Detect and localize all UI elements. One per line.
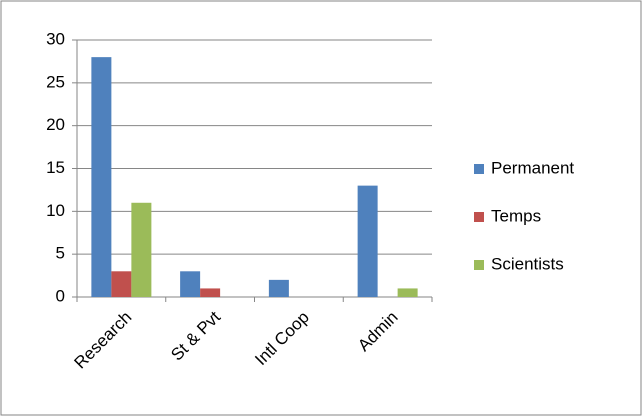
legend-label: Permanent bbox=[491, 158, 574, 177]
y-tick-label: 25 bbox=[46, 72, 65, 91]
y-tick-label: 10 bbox=[46, 201, 65, 220]
bar bbox=[91, 57, 112, 298]
y-tick-label: 0 bbox=[56, 286, 65, 305]
legend-swatch bbox=[474, 212, 484, 222]
legend-swatch bbox=[474, 164, 484, 174]
bar bbox=[180, 271, 201, 297]
bar bbox=[131, 202, 152, 297]
legend-label: Scientists bbox=[491, 254, 564, 273]
y-tick-label: 30 bbox=[46, 29, 65, 48]
bar bbox=[268, 279, 289, 297]
legend-label: Temps bbox=[491, 206, 541, 225]
y-tick-label: 20 bbox=[46, 115, 65, 134]
bar bbox=[397, 288, 418, 297]
y-tick-label: 15 bbox=[46, 158, 65, 177]
bar bbox=[200, 288, 221, 297]
y-tick-label: 5 bbox=[56, 244, 65, 263]
legend-swatch bbox=[474, 260, 484, 270]
bar bbox=[111, 271, 132, 297]
bar bbox=[357, 185, 378, 297]
